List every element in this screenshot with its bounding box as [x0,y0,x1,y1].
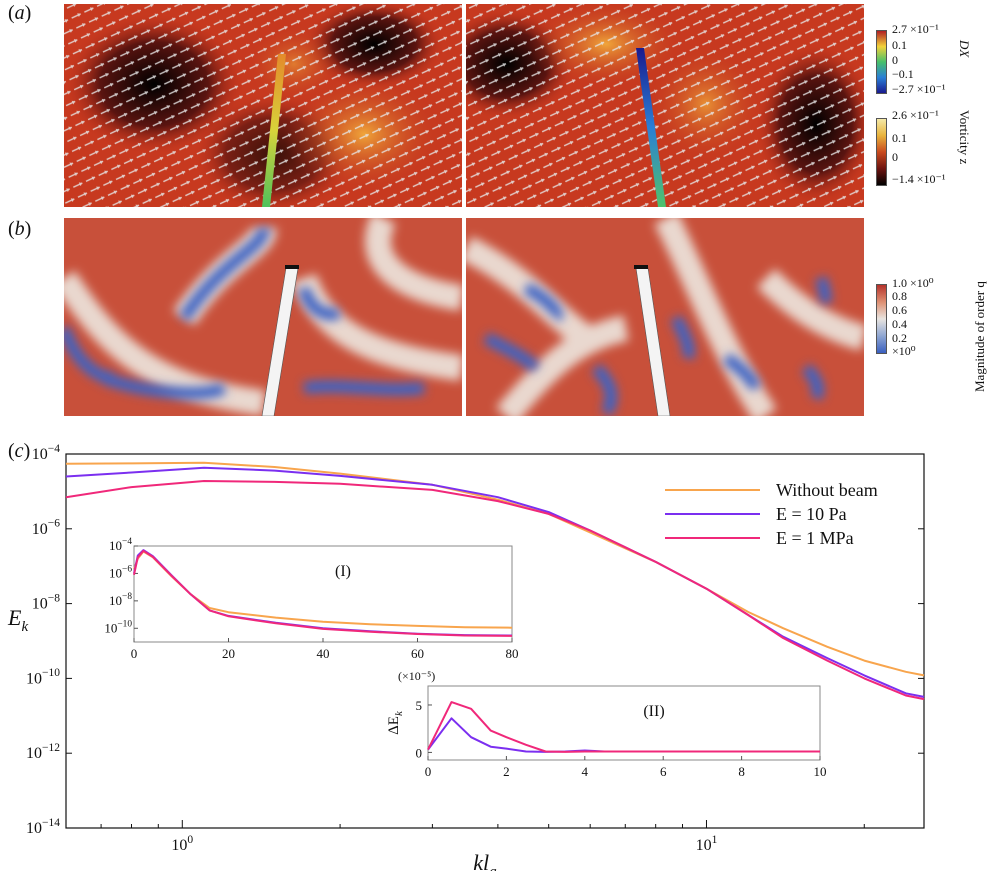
main-plot-frame [65,453,925,829]
vorticity-tick-3: −1.4 ×10⁻¹ [892,172,946,186]
inset-2-x-tick-label-1: 2 [503,764,510,779]
inset-1-title: (I) [335,563,351,580]
order-tick-0: 1.0 ×10⁰ [892,276,934,290]
order-tick-3: 0.4 [892,317,907,331]
inset-2-y-axis-label: ΔEk [386,710,405,735]
inset-1-y-tick-label-0: 10−4 [109,537,132,553]
panel-label-a: (a) [8,2,32,24]
inset-1-series-line-2 [133,549,513,637]
legend-label-2: E = 1 MPa [776,528,854,548]
inset-2-x-tick-label-0: 0 [425,764,432,779]
order-field-right-image [466,218,864,416]
order-tick-4: 0.2 [892,331,907,345]
main-series-line-0 [65,461,925,677]
order-field-left-image [64,218,462,416]
vorticity-field-right [466,4,864,207]
vorticity-field-left [64,4,462,207]
order-tick-5: ×10⁰ [892,344,916,358]
dx-tick-3: −0.1 [892,67,914,81]
vorticity-colorbar-title: Vorticity z [957,110,972,165]
order-colorbar-title: Magnitude of order q [972,281,987,392]
dx-tick-4: −2.7 ×10⁻¹ [892,82,946,96]
main-plot: 10−410−610−810−1010−1210−14100101klaEkWi… [7,443,925,871]
order-field-left [64,218,462,416]
main-x-tick-label-0: 100 [171,834,193,854]
dx-colorbar-title: DX [957,40,972,58]
panel-label-b: (b) [8,218,32,240]
vorticity-tick-1: 0.1 [892,131,907,145]
inset-2-frame [427,685,821,761]
dx-tick-0: 2.7 ×10⁻¹ [892,22,939,36]
inset-1-x-tick-label-4: 80 [506,646,519,661]
inset-2-title: (II) [643,703,664,720]
main-x-axis-label: kla [473,850,496,871]
panel-label-c: (c) [8,440,31,462]
main-y-axis-label: Ek [7,605,28,635]
inset-1-y-tick-label-2: 10−8 [109,592,132,608]
inset-2: 0 5 0 2 4 6 8 10 (II) (×10⁻⁵) ΔEk [386,669,827,779]
inset-2-series-line-1 [427,701,820,753]
inset-1-x-tick-label-3: 60 [411,646,424,661]
inset-2-x-tick-label-3: 6 [660,764,667,779]
inset-1-x-tick-label-0: 0 [131,646,138,661]
dx-colorbar [876,30,887,94]
inset-2-y-unit: (×10⁻⁵) [398,669,435,683]
inset-1-x-tick-label-2: 40 [317,646,330,661]
main-y-tick-label-5: 10−14 [26,817,60,837]
main-y-tick-label-2: 10−8 [32,592,60,612]
order-colorbar [876,284,887,354]
energy-spectrum-chart: 10−410−610−810−1010−1210−14100101klaEkWi… [7,443,925,871]
inset-2-x-tick-label-5: 10 [814,764,827,779]
inset-1-x-tick-label-1: 20 [222,646,235,661]
inset-1-y-tick-label-1: 10−6 [109,565,132,581]
inset-2-x-tick-label-2: 4 [582,764,589,779]
inset-1-y-tick-label-3: 10−10 [104,619,132,635]
legend-label-1: E = 10 Pa [776,504,847,524]
order-field-right [466,218,864,416]
main-y-tick-label-4: 10−12 [26,742,60,762]
vorticity-tick-2: 0 [892,150,898,164]
inset-2-y-tick-label-0: 0 [416,745,423,760]
inset-2-y-tick-label-1: 5 [416,698,423,713]
vorticity-field-left-image [64,4,462,207]
main-y-tick-label-3: 10−10 [26,667,60,687]
main-y-tick-label-1: 10−6 [32,518,60,538]
vorticity-colorbar [876,118,887,186]
main-y-tick-label-0: 10−4 [32,443,60,463]
vorticity-field-right-image [466,4,864,207]
order-tick-1: 0.8 [892,289,907,303]
inset-1: 10−4 10−6 10−8 10−10 0 20 40 60 80 (I) [104,537,518,661]
order-tick-2: 0.6 [892,303,907,317]
main-x-tick-label-1: 101 [696,834,718,854]
inset-2-x-tick-label-4: 8 [738,764,745,779]
main-series-line-2 [65,480,925,701]
dx-tick-2: 0 [892,53,898,67]
dx-tick-1: 0.1 [892,38,907,52]
legend-label-0: Without beam [776,480,878,500]
vorticity-tick-0: 2.6 ×10⁻¹ [892,108,939,122]
